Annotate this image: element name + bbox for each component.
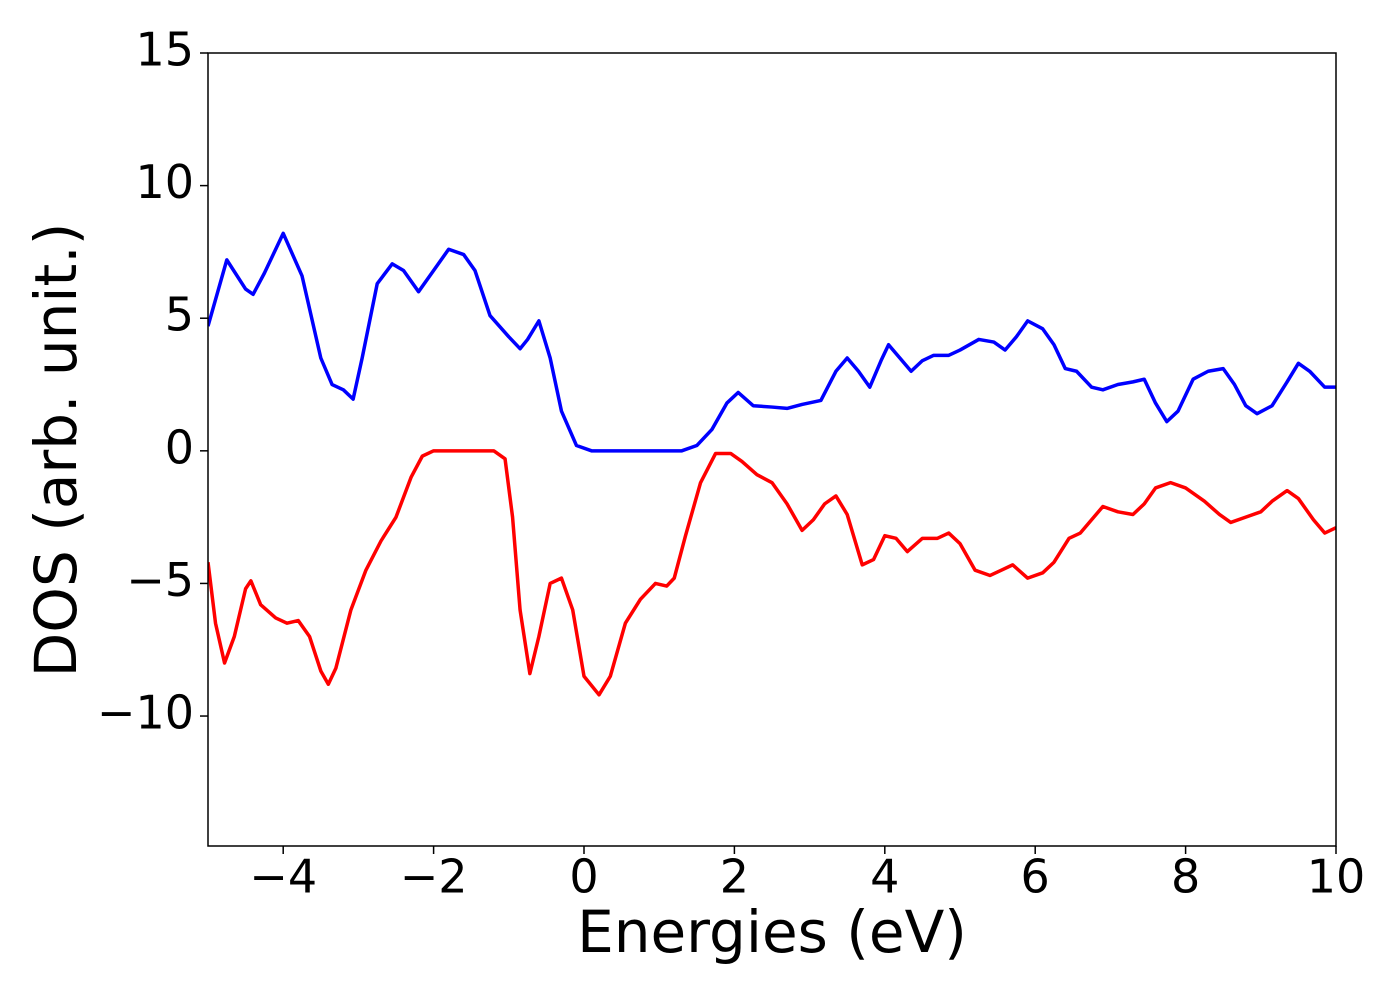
y-tick-label: 5: [165, 288, 194, 342]
x-tick-label: 2: [720, 850, 749, 904]
y-tick-label: 15: [135, 23, 194, 77]
y-axis-label: DOS (arb. unit.): [22, 223, 90, 678]
y-tick-label: 10: [135, 155, 194, 209]
plot-frame: [207, 52, 1337, 847]
dos-line: [208, 449, 1336, 697]
x-tick-label: 0: [569, 850, 598, 904]
y-tick-label: −10: [97, 686, 194, 740]
y-tick-label: 0: [165, 420, 194, 474]
x-tick-label: 6: [1021, 850, 1050, 904]
y-tick-label: −5: [126, 553, 194, 607]
x-tick-label: 10: [1307, 850, 1366, 904]
dos-line: [208, 231, 1336, 453]
x-axis-label: Energies (eV): [577, 898, 967, 966]
x-tick-label: −4: [249, 850, 317, 904]
x-tick-label: 4: [870, 850, 899, 904]
x-tick-label: −2: [400, 850, 468, 904]
x-tick-label: 8: [1171, 850, 1200, 904]
